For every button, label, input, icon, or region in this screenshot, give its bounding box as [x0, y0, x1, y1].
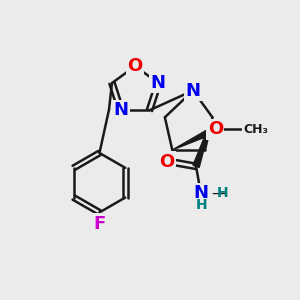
Polygon shape [193, 117, 212, 167]
Text: N: N [194, 184, 208, 202]
Text: —: — [211, 186, 226, 201]
Polygon shape [172, 126, 217, 150]
Text: O: O [128, 57, 143, 75]
Text: H: H [195, 198, 207, 212]
Text: F: F [93, 215, 106, 233]
Text: O: O [208, 120, 223, 138]
Text: H: H [217, 186, 229, 200]
Text: N: N [151, 74, 166, 92]
Text: CH₃: CH₃ [243, 123, 268, 136]
Text: N: N [113, 101, 128, 119]
Text: O: O [160, 153, 175, 171]
Text: N: N [186, 82, 201, 100]
